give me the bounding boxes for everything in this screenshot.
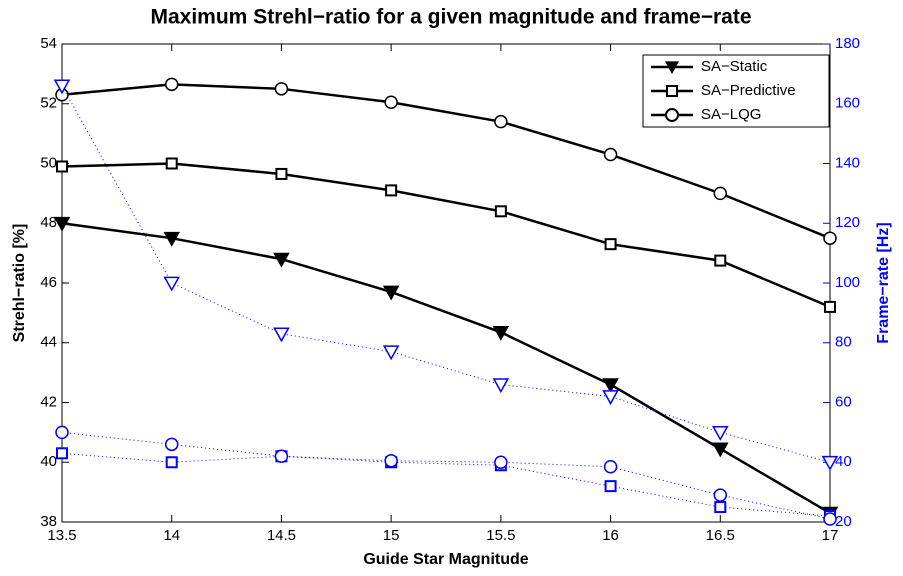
marker [165,157,178,170]
marker [823,231,837,245]
marker [53,79,71,95]
marker [165,456,178,469]
marker [602,378,619,394]
marker [494,205,507,218]
marker [713,186,728,201]
marker [494,455,508,469]
marker [602,390,619,406]
marker [603,147,618,162]
x-tick-label: 16.5 [706,527,735,544]
y-tick-label: 52 [40,95,57,112]
marker [713,488,728,502]
y2-tick-label: 20 [835,513,852,530]
marker [273,252,290,268]
marker [712,442,729,458]
series-line [61,83,831,240]
legend-marker [665,61,679,74]
marker [382,345,400,361]
y-axis-label: Strehl−ratio [%] [11,224,28,343]
marker [492,325,510,341]
y2-tick-label: 180 [835,35,860,52]
series-line [61,222,831,515]
marker [603,459,618,474]
y-tick-label: 38 [40,513,57,530]
x-tick-label: 17 [822,527,839,544]
legend-label: SA−LQG [701,106,761,123]
x-tick-label: 16 [602,527,619,544]
y-tick-label: 42 [40,393,57,410]
marker [712,426,729,441]
marker [384,454,398,468]
x-tick-label: 14.5 [267,527,296,544]
marker [275,167,288,180]
y2-axis-label: Frame−rate [Hz] [875,222,892,343]
x-tick-label: 14 [163,527,180,544]
legend-label: SA−Static [701,58,768,75]
marker [164,437,179,452]
marker [385,184,398,197]
marker [384,95,398,110]
y2-tick-label: 80 [835,334,852,351]
x-axis-label: Guide Star Magnitude [363,551,528,568]
marker [604,238,617,251]
y2-tick-label: 140 [835,154,860,171]
y2-tick-label: 60 [835,393,852,410]
y-tick-label: 50 [40,154,57,171]
series-line [61,452,831,517]
marker [163,276,180,292]
y-tick-label: 40 [40,453,57,470]
x-tick-label: 15 [383,527,400,544]
y2-tick-label: 40 [835,453,852,470]
x-tick-label: 15.5 [486,527,515,544]
y-tick-label: 44 [40,334,57,351]
series-line [61,431,831,520]
marker [274,82,289,96]
series-line [61,162,831,309]
marker [714,254,727,267]
marker [274,449,289,464]
marker [382,285,400,301]
marker [273,327,290,343]
marker [821,455,839,471]
marker [164,77,179,92]
marker [55,425,69,440]
y2-tick-label: 100 [835,274,860,291]
marker [824,300,836,313]
y-tick-label: 46 [40,274,57,291]
marker [56,160,68,173]
legend-marker [666,85,678,97]
marker [604,480,617,493]
series-line [61,85,831,463]
marker [494,114,508,129]
y2-tick-label: 120 [835,214,860,231]
y2-tick-label: 160 [835,95,860,112]
y-tick-label: 54 [40,35,57,52]
marker [492,378,510,394]
marker [56,447,68,460]
x-tick-label: 13.5 [47,527,76,544]
marker [823,512,837,526]
chart-title: Maximum Strehl−ratio for a given magnitu… [151,6,752,29]
legend-marker [665,108,679,122]
y-tick-label: 48 [40,214,57,231]
marker [714,501,727,514]
marker [163,231,180,247]
marker [53,216,71,232]
legend-label: SA−Predictive [701,82,796,99]
